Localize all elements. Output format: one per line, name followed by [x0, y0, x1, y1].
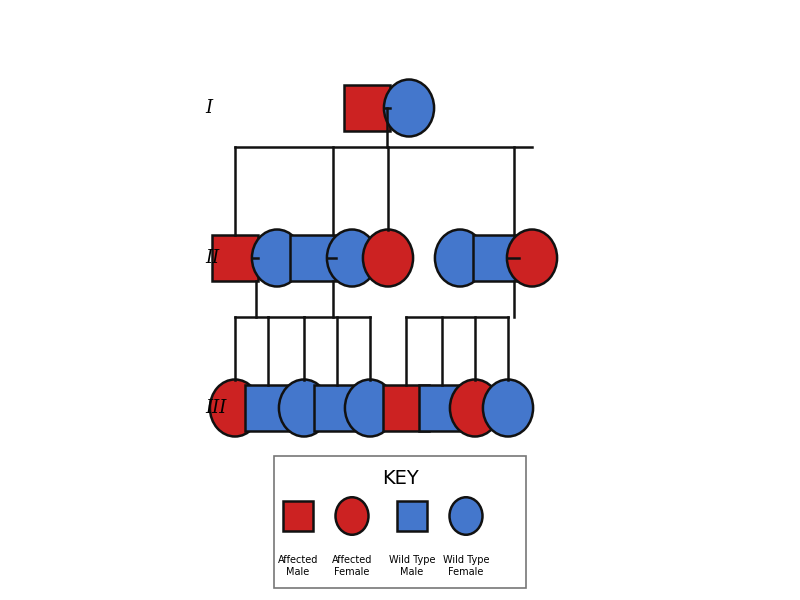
FancyBboxPatch shape: [383, 385, 429, 431]
Ellipse shape: [435, 229, 485, 287]
FancyBboxPatch shape: [419, 385, 465, 431]
Text: Wild Type
Male: Wild Type Male: [389, 555, 435, 577]
Text: Affected
Female: Affected Female: [332, 555, 372, 577]
FancyBboxPatch shape: [274, 456, 526, 588]
Ellipse shape: [450, 379, 500, 437]
Ellipse shape: [279, 379, 329, 437]
Ellipse shape: [507, 229, 557, 287]
FancyBboxPatch shape: [314, 385, 360, 431]
Ellipse shape: [450, 497, 482, 535]
Text: Wild Type
Female: Wild Type Female: [442, 555, 490, 577]
FancyBboxPatch shape: [397, 501, 427, 531]
Text: III: III: [205, 399, 226, 417]
FancyBboxPatch shape: [474, 235, 518, 281]
FancyBboxPatch shape: [283, 501, 313, 531]
Text: Affected
Male: Affected Male: [278, 555, 318, 577]
FancyBboxPatch shape: [212, 235, 258, 281]
Ellipse shape: [363, 229, 413, 287]
Ellipse shape: [483, 379, 533, 437]
FancyBboxPatch shape: [290, 235, 336, 281]
Ellipse shape: [384, 79, 434, 137]
Ellipse shape: [210, 379, 260, 437]
Ellipse shape: [327, 229, 377, 287]
Ellipse shape: [345, 379, 395, 437]
Ellipse shape: [335, 497, 369, 535]
FancyBboxPatch shape: [246, 385, 291, 431]
FancyBboxPatch shape: [344, 85, 390, 131]
Text: I: I: [205, 99, 212, 117]
Text: KEY: KEY: [382, 469, 418, 488]
Text: II: II: [205, 249, 219, 267]
Ellipse shape: [252, 229, 302, 287]
